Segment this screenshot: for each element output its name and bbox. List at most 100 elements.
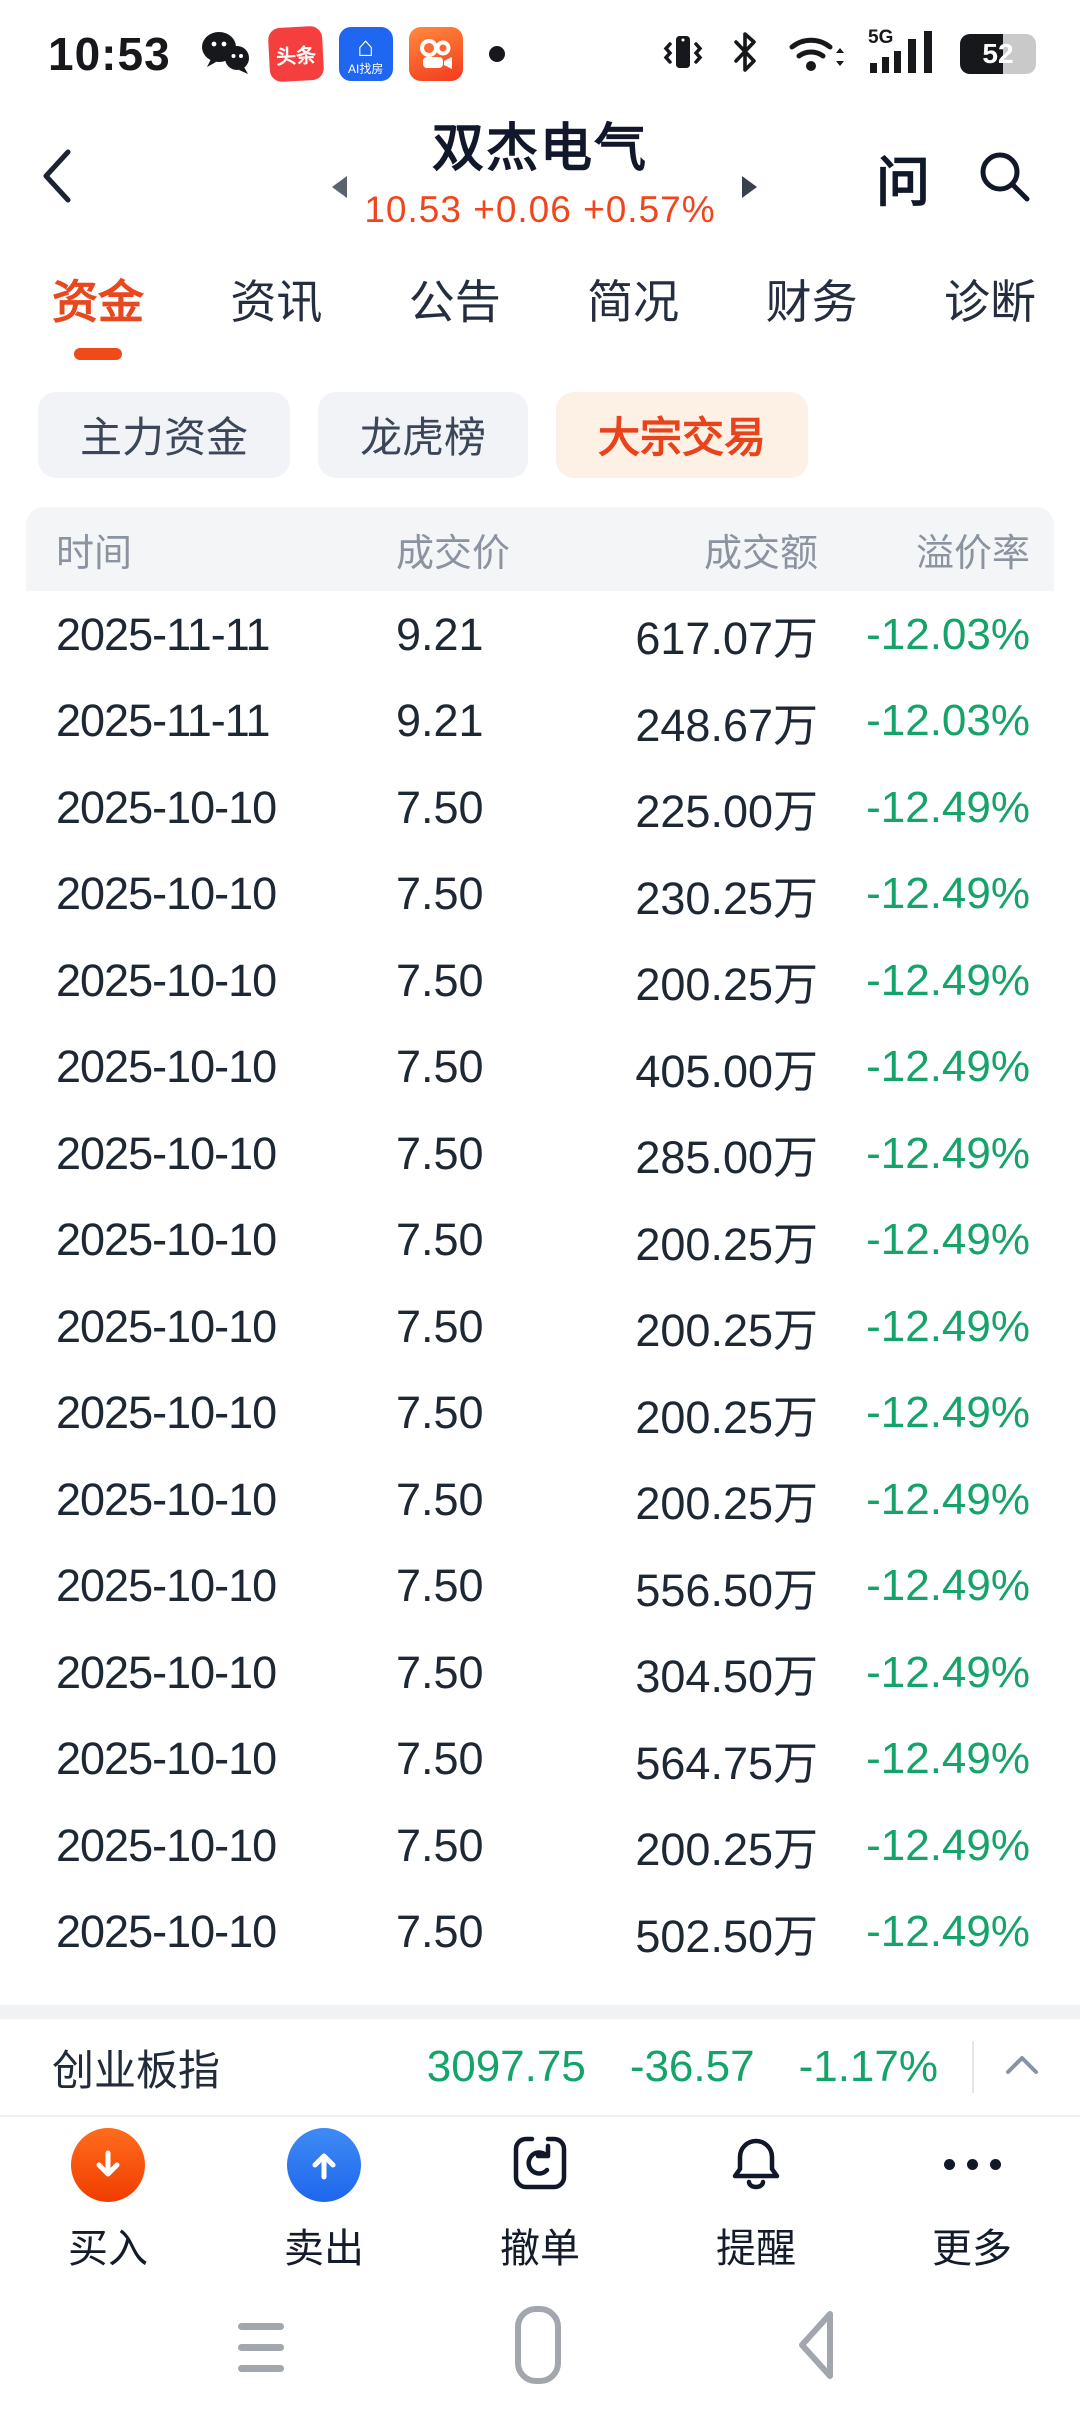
trade-price: 7.50 [396, 781, 484, 833]
trade-price: 7.50 [396, 1819, 484, 1871]
trade-date: 2025-11-11 [56, 695, 271, 747]
system-nav-bar [0, 2282, 1080, 2412]
trade-date: 2025-10-10 [56, 1733, 277, 1785]
trade-price: 7.50 [396, 1560, 484, 1612]
trade-premium: -12.49% [866, 1128, 1030, 1178]
sell-icon [287, 2127, 361, 2202]
next-stock-icon[interactable] [742, 176, 757, 199]
table-row[interactable]: 2025-10-10 7.50 225.00万 -12.49% [26, 764, 1054, 851]
buy-button[interactable]: 买入 [0, 2126, 216, 2274]
tab-finance[interactable]: 财务 [766, 266, 858, 332]
back-icon[interactable] [34, 144, 78, 213]
block-trade-table: 时间 成交价 成交额 溢价率 2025-11-11 9.21 617.07万 -… [26, 507, 1054, 1990]
trade-premium: -12.49% [866, 1561, 1030, 1611]
table-row[interactable]: 2025-10-10 7.50 230.25万 -12.49% [26, 851, 1054, 938]
stock-change: +0.06 [473, 189, 572, 231]
table-row[interactable]: 2025-10-10 7.50 200.25万 -12.49% [26, 1370, 1054, 1457]
status-bar: 10:53 头条 ⌂ AI找房 [0, 0, 1080, 98]
stock-price: 10.53 [364, 189, 462, 231]
app-header: 双杰电气 10.53 +0.06 +0.57% 问 [0, 98, 1080, 251]
trade-premium: -12.03% [866, 609, 1030, 659]
index-bar[interactable]: 创业板指 3097.75 -36.57 -1.17% [0, 2019, 1080, 2116]
status-time: 10:53 [48, 28, 171, 81]
stock-header: 双杰电气 10.53 +0.06 +0.57% [0, 106, 1080, 231]
wifi-icon [784, 29, 846, 80]
trade-date: 2025-11-11 [56, 608, 271, 660]
more-icon [943, 2159, 1001, 2171]
chip-dragon-tiger[interactable]: 龙虎榜 [318, 391, 529, 478]
table-row[interactable]: 2025-10-10 7.50 502.50万 -12.49% [26, 1889, 1054, 1976]
table-row[interactable]: 2025-10-10 7.50 556.50万 -12.49% [26, 1543, 1054, 1630]
table-row[interactable]: 2025-10-10 7.50 200.25万 -12.49% [26, 1197, 1054, 1284]
trade-price: 7.50 [396, 1646, 484, 1698]
ask-icon[interactable]: 问 [876, 153, 930, 214]
tab-diagnosis[interactable]: 诊断 [944, 266, 1036, 332]
trade-amount: 285.00万 [635, 1132, 818, 1184]
trade-amount: 564.75万 [635, 1737, 818, 1789]
tab-bar: 资金 资讯 公告 简况 财务 诊断 [0, 252, 1080, 370]
more-button[interactable]: 更多 [864, 2126, 1080, 2274]
tab-announcements[interactable]: 公告 [409, 266, 501, 332]
nav-back-icon[interactable] [792, 2300, 842, 2395]
table-row[interactable]: 2025-10-10 7.50 405.00万 -12.49% [26, 1024, 1054, 1111]
trade-date: 2025-10-10 [56, 954, 277, 1006]
cancel-order-button[interactable]: 撤单 [432, 2126, 648, 2274]
vibrate-icon [660, 29, 706, 80]
tab-profile[interactable]: 简况 [587, 266, 679, 332]
table-row[interactable]: 2025-10-10 7.50 200.25万 -12.49% [26, 937, 1054, 1024]
kuaishou-icon [408, 27, 463, 82]
tab-funds[interactable]: 资金 [52, 266, 144, 360]
trade-premium: -12.03% [866, 696, 1030, 746]
nav-home-icon[interactable] [510, 2297, 566, 2398]
trade-table-body: 2025-11-11 9.21 617.07万 -12.03% 2025-11-… [26, 591, 1054, 1990]
trade-premium: -12.49% [866, 869, 1030, 919]
trade-premium: -12.49% [866, 1388, 1030, 1438]
table-row[interactable]: 2025-10-10 7.50 200.25万 -12.49% [26, 1802, 1054, 1889]
house-glyph: ⌂ [357, 31, 375, 63]
trade-premium: -12.49% [866, 1301, 1030, 1351]
trade-amount: 230.25万 [635, 872, 818, 924]
notification-dot-icon [488, 46, 505, 63]
trade-price: 9.21 [396, 608, 484, 660]
action-bar: 买入 卖出 撤单 提 [0, 2115, 1080, 2282]
trade-price: 7.50 [396, 1473, 484, 1525]
trade-date: 2025-10-10 [56, 1300, 277, 1352]
alert-bell-icon [724, 2131, 788, 2198]
wechat-icon [197, 25, 253, 84]
table-row[interactable]: 2025-10-10 7.50 200.25万 -12.49% [26, 1283, 1054, 1370]
trade-premium: -12.49% [866, 782, 1030, 832]
table-row[interactable]: 2025-11-11 9.21 617.07万 -12.03% [26, 591, 1054, 678]
table-row[interactable]: 2025-10-10 7.50 285.00万 -12.49% [26, 1110, 1054, 1197]
trade-amount: 200.25万 [635, 1218, 818, 1270]
trade-premium: -12.49% [866, 1647, 1030, 1697]
sell-button[interactable]: 卖出 [216, 2126, 432, 2274]
prev-stock-icon[interactable] [332, 176, 347, 199]
table-row[interactable]: 2025-10-10 7.50 564.75万 -12.49% [26, 1716, 1054, 1803]
alert-button[interactable]: 提醒 [648, 2126, 864, 2274]
bluetooth-icon [728, 29, 762, 80]
table-row[interactable]: 2025-10-10 7.50 200.25万 -12.49% [26, 1456, 1054, 1543]
nav-recents-icon[interactable] [238, 2322, 284, 2372]
chip-block-trades[interactable]: 大宗交易 [556, 391, 809, 478]
chip-main-funds[interactable]: 主力资金 [38, 391, 291, 478]
trade-amount: 200.25万 [635, 1478, 818, 1530]
search-icon[interactable] [974, 146, 1036, 213]
trade-date: 2025-10-10 [56, 1906, 277, 1958]
signal-5g-icon: 5G [868, 27, 938, 82]
tab-news[interactable]: 资讯 [230, 266, 322, 332]
index-name: 创业板指 [52, 2046, 221, 2094]
trade-amount: 248.67万 [635, 699, 818, 751]
trade-premium: -12.49% [866, 1820, 1030, 1870]
trade-price: 7.50 [396, 1041, 484, 1093]
toutiao-icon: 头条 [267, 25, 325, 83]
notification-icons: 头条 ⌂ AI找房 [197, 25, 505, 84]
trade-premium: -12.49% [866, 1474, 1030, 1524]
table-header: 时间 成交价 成交额 溢价率 [26, 507, 1054, 592]
vertical-divider [972, 2041, 974, 2094]
trade-date: 2025-10-10 [56, 781, 277, 833]
table-row[interactable]: 2025-11-11 9.21 248.67万 -12.03% [26, 678, 1054, 765]
table-row[interactable]: 2025-10-10 7.50 304.50万 -12.49% [26, 1629, 1054, 1716]
collapse-icon[interactable] [1000, 2052, 1044, 2083]
trade-price: 7.50 [396, 1127, 484, 1179]
